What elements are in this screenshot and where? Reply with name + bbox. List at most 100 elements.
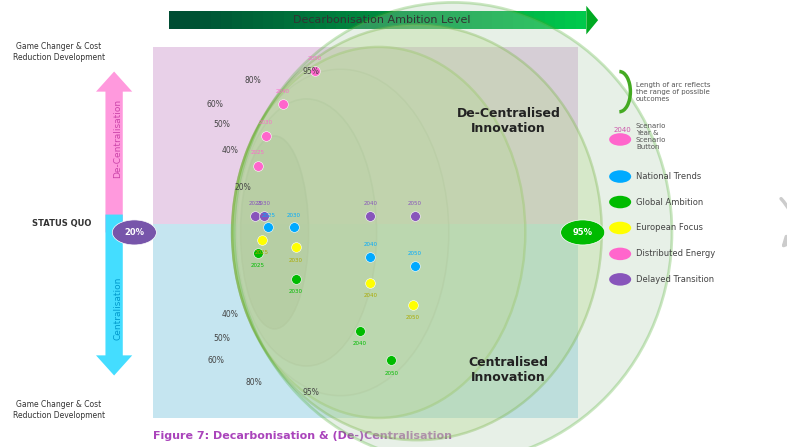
Text: 2025: 2025 <box>250 263 264 268</box>
Text: Centralisation: Centralisation <box>113 277 123 340</box>
Text: 2040: 2040 <box>364 293 377 298</box>
Text: 40%: 40% <box>221 146 238 155</box>
Bar <box>461 11 471 29</box>
Bar <box>221 11 231 29</box>
Text: Reduction Development: Reduction Development <box>13 53 105 62</box>
Bar <box>565 11 576 29</box>
Bar <box>524 11 534 29</box>
Text: 2030: 2030 <box>289 289 303 294</box>
Text: Length of arc reflects
the range of possible
outcomes: Length of arc reflects the range of poss… <box>636 82 711 101</box>
Ellipse shape <box>236 99 377 366</box>
Text: Game Changer & Cost: Game Changer & Cost <box>17 400 102 409</box>
Text: 50%: 50% <box>213 120 230 129</box>
Bar <box>169 11 179 29</box>
Text: Delayed Transition: Delayed Transition <box>636 275 714 284</box>
Bar <box>315 11 326 29</box>
Bar <box>451 11 461 29</box>
Text: 2030: 2030 <box>257 201 271 207</box>
Bar <box>471 11 482 29</box>
Bar <box>201 11 211 29</box>
Circle shape <box>560 220 604 245</box>
Text: Global Ambition: Global Ambition <box>636 198 703 207</box>
Text: 80%: 80% <box>246 378 263 387</box>
Ellipse shape <box>232 25 602 440</box>
Bar <box>482 11 493 29</box>
Circle shape <box>609 273 631 286</box>
Text: Distributed Energy: Distributed Energy <box>636 249 715 258</box>
Bar <box>153 224 578 418</box>
Text: 2050: 2050 <box>308 55 322 60</box>
Text: Game Changer & Cost: Game Changer & Cost <box>17 42 102 51</box>
Bar <box>430 11 441 29</box>
Text: 2040: 2040 <box>613 127 631 133</box>
Circle shape <box>113 220 157 245</box>
Text: 50%: 50% <box>213 333 230 343</box>
Bar <box>357 11 368 29</box>
Text: 2030: 2030 <box>289 258 303 263</box>
Circle shape <box>609 248 631 260</box>
Text: 2025: 2025 <box>250 150 264 155</box>
Circle shape <box>609 133 631 146</box>
FancyArrow shape <box>96 215 132 375</box>
Bar <box>368 11 378 29</box>
Text: STATUS QUO: STATUS QUO <box>31 219 91 228</box>
Text: 2040: 2040 <box>364 242 377 247</box>
Circle shape <box>609 196 631 208</box>
Bar <box>326 11 336 29</box>
Text: European Focus: European Focus <box>636 224 703 232</box>
Text: De-Centralised
Innovation: De-Centralised Innovation <box>456 107 560 135</box>
Text: 2050: 2050 <box>406 315 419 320</box>
Bar <box>190 11 201 29</box>
Text: 60%: 60% <box>208 356 225 365</box>
Bar <box>388 11 399 29</box>
Text: Scenario
Year &
Scenario
Button: Scenario Year & Scenario Button <box>636 123 667 150</box>
Bar <box>153 47 578 224</box>
Text: 20%: 20% <box>124 228 144 237</box>
Text: Reduction Development: Reduction Development <box>13 411 105 420</box>
Bar <box>284 11 294 29</box>
Text: 80%: 80% <box>245 76 262 85</box>
Bar <box>274 11 284 29</box>
FancyArrow shape <box>96 72 132 232</box>
Bar <box>253 11 263 29</box>
Text: Centralised
Innovation: Centralised Innovation <box>468 356 549 384</box>
Text: 2050: 2050 <box>385 371 398 376</box>
Text: 2030: 2030 <box>259 121 273 126</box>
Text: 2030: 2030 <box>286 212 301 218</box>
Circle shape <box>609 170 631 183</box>
Bar <box>419 11 430 29</box>
Text: 60%: 60% <box>207 100 224 109</box>
Bar <box>503 11 513 29</box>
Circle shape <box>609 222 631 234</box>
Text: 95%: 95% <box>302 67 320 76</box>
Bar <box>409 11 419 29</box>
Bar <box>576 11 586 29</box>
Text: 2025: 2025 <box>249 201 262 207</box>
Ellipse shape <box>232 47 526 418</box>
Bar <box>545 11 555 29</box>
Bar <box>513 11 524 29</box>
Text: 2025: 2025 <box>255 250 269 255</box>
Text: Decarbonisation Ambition Level: Decarbonisation Ambition Level <box>293 15 471 25</box>
Bar <box>346 11 357 29</box>
Text: 2040: 2040 <box>276 89 290 94</box>
Bar <box>242 11 253 29</box>
Bar <box>493 11 503 29</box>
Bar <box>211 11 221 29</box>
Text: National Trends: National Trends <box>636 172 701 181</box>
Text: 40%: 40% <box>221 310 238 319</box>
Ellipse shape <box>235 2 672 447</box>
Bar <box>555 11 565 29</box>
Bar <box>263 11 274 29</box>
Bar <box>294 11 305 29</box>
Text: 95%: 95% <box>302 388 320 397</box>
Ellipse shape <box>241 136 309 329</box>
Bar <box>378 11 388 29</box>
Text: 2050: 2050 <box>408 201 422 207</box>
Bar <box>441 11 451 29</box>
Text: 2040: 2040 <box>364 201 377 207</box>
Bar <box>231 11 242 29</box>
Polygon shape <box>586 6 598 34</box>
Text: 2025: 2025 <box>261 212 275 218</box>
Text: 95%: 95% <box>573 228 593 237</box>
